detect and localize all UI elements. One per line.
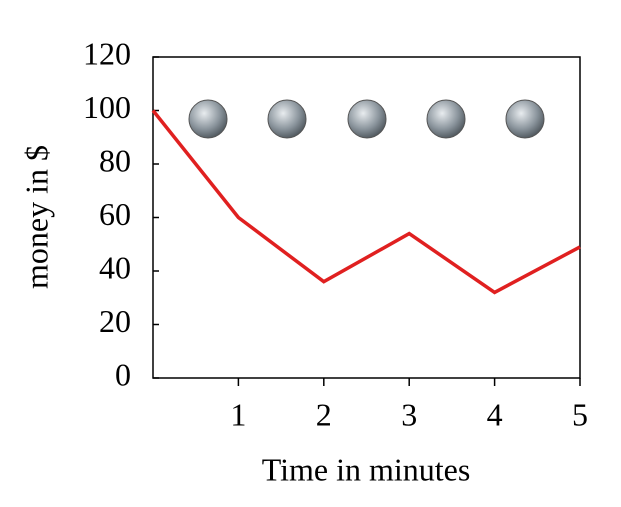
coin-icon [188, 99, 228, 139]
x-tick-label: 5 [572, 396, 588, 432]
coin-icon [505, 99, 545, 139]
x-axis-label: Time in minutes [262, 451, 471, 487]
coin-icon [347, 99, 387, 139]
y-tick-label: 20 [99, 303, 131, 339]
x-tick-label: 4 [487, 396, 503, 432]
x-tick-label: 3 [401, 396, 417, 432]
y-axis-label: money in $ [18, 145, 54, 289]
coins [188, 99, 545, 139]
y-tick-label: 0 [115, 356, 131, 392]
coin-icon [426, 99, 466, 139]
x-tick-label: 2 [316, 396, 332, 432]
y-tick-label: 120 [83, 35, 131, 71]
data-line [151, 109, 581, 295]
y-tick-label: 80 [99, 142, 131, 178]
x-tick-label: 1 [230, 396, 246, 432]
y-tick-label: 100 [83, 89, 131, 125]
coin-icon [267, 99, 307, 139]
y-tick-label: 60 [99, 196, 131, 232]
y-tick-label: 40 [99, 249, 131, 285]
